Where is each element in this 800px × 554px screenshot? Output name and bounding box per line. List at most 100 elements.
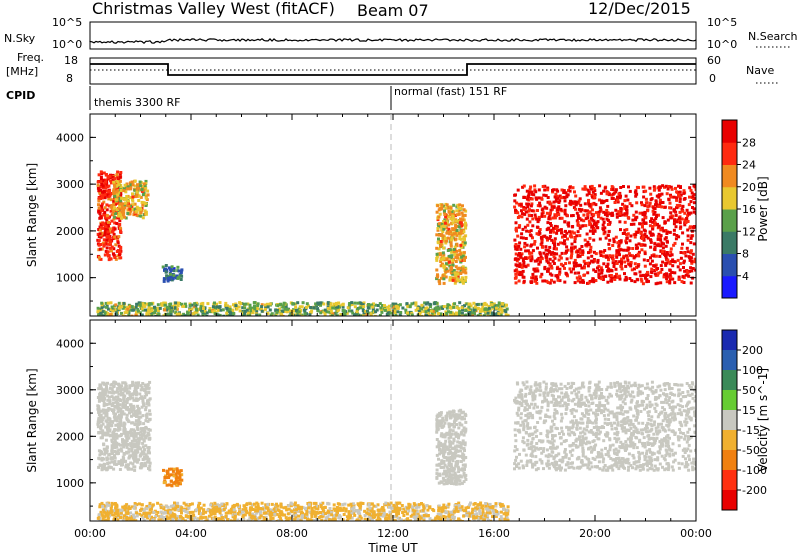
range-cell (166, 279, 170, 283)
range-cell (420, 314, 424, 316)
range-cell (641, 223, 644, 227)
range-cell (111, 175, 115, 179)
range-cell (620, 257, 624, 261)
range-cell (652, 218, 656, 222)
range-cell (293, 511, 297, 515)
range-cell (528, 187, 532, 191)
range-cell (520, 209, 523, 213)
range-cell (611, 257, 615, 261)
range-cell (552, 255, 556, 259)
range-cell (675, 190, 679, 194)
range-cell (677, 193, 680, 197)
range-cell (573, 240, 577, 244)
range-cell (652, 212, 656, 216)
range-cell (636, 278, 640, 282)
range-cell (690, 261, 694, 265)
range-cell (383, 304, 386, 308)
range-cell (449, 310, 453, 314)
range-cell (113, 390, 117, 394)
range-cell (461, 204, 464, 208)
range-cell (642, 258, 646, 262)
range-cell (682, 281, 686, 284)
range-cell (127, 408, 131, 412)
range-cell (444, 310, 448, 314)
range-cell (108, 246, 112, 250)
range-cell (156, 501, 160, 505)
range-cell (614, 260, 618, 264)
range-cell (524, 249, 528, 253)
range-cell (142, 422, 146, 426)
range-cell (271, 513, 275, 517)
range-cell (514, 252, 518, 256)
range-cell (444, 262, 448, 266)
range-cell (689, 251, 693, 255)
range-cell (408, 305, 412, 309)
range-cell (326, 306, 330, 310)
range-cell (631, 247, 635, 250)
range-cell (575, 276, 579, 280)
range-cell (460, 224, 464, 228)
range-cell (587, 190, 591, 194)
range-cell (633, 272, 637, 276)
range-cell (116, 423, 120, 426)
range-cell (117, 224, 121, 228)
range-cell (522, 261, 526, 264)
range-cell (215, 305, 219, 309)
range-cell (586, 256, 590, 260)
range-cell (556, 206, 560, 210)
range-cell (612, 237, 616, 241)
range-cell (437, 504, 441, 508)
range-cell (359, 516, 363, 520)
range-cell (610, 211, 614, 215)
range-cell (141, 302, 145, 306)
range-cell (248, 306, 252, 310)
range-cell (113, 438, 117, 442)
range-cell (101, 433, 105, 437)
range-cell (96, 183, 100, 187)
range-cell (195, 301, 199, 305)
range-cell (450, 256, 454, 260)
range-cell (563, 280, 567, 284)
range-cell (98, 247, 102, 251)
range-cell (271, 510, 275, 514)
range-cell (624, 194, 628, 198)
range-cell (653, 187, 657, 191)
range-cell (555, 252, 559, 256)
range-cell (643, 210, 647, 214)
range-cell (304, 507, 307, 511)
range-cell (131, 198, 134, 201)
range-cell (102, 411, 106, 415)
range-cell (445, 213, 449, 217)
range-cell (153, 509, 157, 513)
range-cell (657, 195, 661, 199)
range-cell (163, 480, 167, 484)
range-cell (590, 195, 594, 199)
range-cell (436, 512, 440, 516)
range-cell (591, 277, 595, 281)
range-cell (107, 197, 111, 201)
range-cell (136, 397, 140, 401)
range-cell (616, 200, 620, 204)
range-cell (131, 203, 135, 207)
range-cell (135, 460, 139, 464)
range-cell (141, 399, 145, 402)
range-cell (171, 469, 175, 473)
range-cell (119, 423, 123, 427)
range-cell (548, 236, 552, 240)
range-cell (653, 264, 657, 268)
range-cell (589, 185, 592, 189)
range-cell (622, 256, 625, 260)
range-cell (175, 312, 179, 316)
range-cell (113, 185, 117, 189)
range-cell (455, 209, 459, 213)
range-cell (669, 211, 673, 215)
range-cell (166, 472, 169, 476)
range-cell (463, 278, 467, 282)
range-cell (464, 309, 468, 312)
range-cell (107, 235, 111, 238)
range-cell (127, 199, 130, 203)
range-cell (460, 508, 464, 512)
range-cell (599, 250, 602, 254)
range-cell (132, 306, 136, 310)
range-cell (580, 218, 584, 222)
